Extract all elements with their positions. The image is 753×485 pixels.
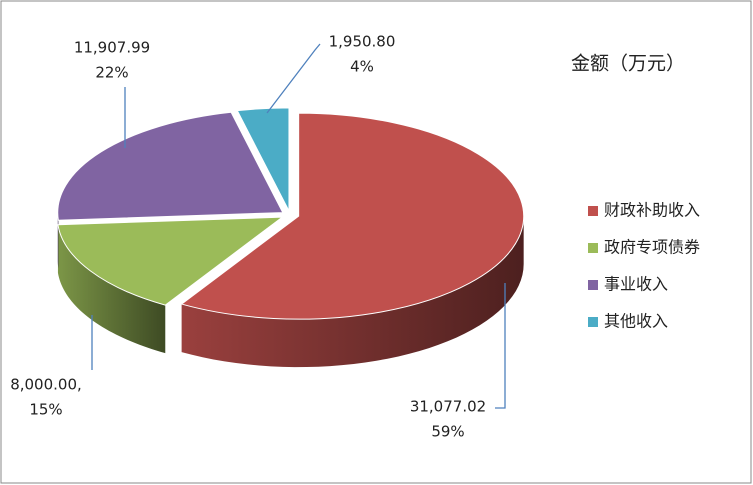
slice-side bbox=[57, 212, 59, 269]
legend-label: 政府专项债券 bbox=[604, 238, 700, 257]
data-label-percent: 4% bbox=[350, 58, 374, 76]
legend-label: 事业收入 bbox=[604, 275, 668, 294]
data-label: 1,950.80 bbox=[329, 33, 396, 51]
slice bbox=[236, 107, 290, 212]
legend-label: 财政补助收入 bbox=[604, 201, 700, 220]
data-label-percent: 22% bbox=[95, 64, 128, 82]
legend-swatch bbox=[588, 243, 598, 253]
leader-line bbox=[495, 283, 506, 409]
legend-swatch bbox=[588, 280, 598, 290]
legend-label: 其他收入 bbox=[604, 312, 668, 331]
data-label: 11,907.99 bbox=[74, 39, 150, 57]
slice bbox=[57, 216, 284, 306]
slice-side bbox=[57, 224, 166, 354]
data-label: 31,077.02 bbox=[410, 398, 486, 416]
chart-title: 金额（万元） bbox=[571, 53, 685, 75]
slice bbox=[57, 111, 284, 221]
data-label: 8,000.00, bbox=[10, 376, 82, 394]
slice bbox=[180, 112, 525, 320]
legend-swatch bbox=[588, 317, 598, 327]
slice-side bbox=[181, 216, 524, 368]
data-label-percent: 15% bbox=[29, 401, 62, 419]
data-label-percent: 59% bbox=[431, 423, 464, 441]
leader-line bbox=[266, 43, 321, 114]
legend-swatch bbox=[588, 206, 598, 216]
